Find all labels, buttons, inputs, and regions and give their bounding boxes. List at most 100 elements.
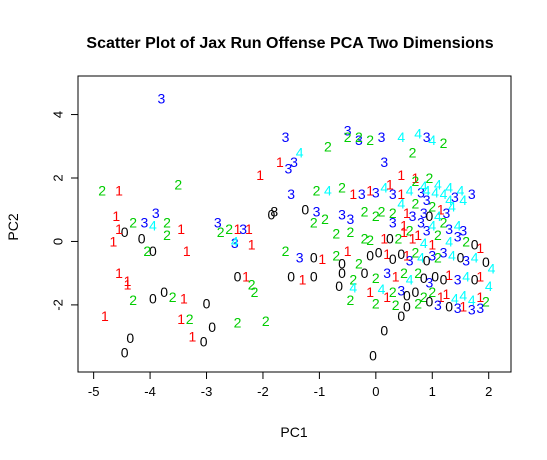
- data-point: 4: [414, 126, 422, 142]
- data-point: 1: [383, 289, 391, 305]
- data-point: 3: [344, 122, 352, 138]
- data-point: 3: [282, 129, 290, 145]
- x-tick-label: 0: [372, 384, 379, 399]
- data-point: 1: [400, 218, 408, 234]
- data-point: 4: [406, 183, 414, 199]
- data-point: 3: [423, 192, 431, 208]
- data-point: 1: [383, 246, 391, 262]
- data-point: 2: [282, 243, 290, 259]
- data-point: 2: [234, 314, 242, 330]
- data-point: 2: [428, 284, 436, 300]
- data-point: 2: [378, 203, 386, 219]
- data-point: 4: [459, 192, 467, 208]
- data-point: 4: [485, 278, 493, 294]
- data-point: 3: [406, 252, 414, 268]
- data-point: 0: [149, 243, 157, 259]
- data-point: 0: [208, 319, 216, 335]
- data-point: 3: [290, 154, 298, 170]
- data-point: 3: [141, 214, 149, 230]
- data-point: 2: [163, 214, 171, 230]
- data-point: 3: [378, 129, 386, 145]
- data-point: 4: [471, 249, 479, 265]
- data-point: 1: [124, 276, 132, 292]
- data-point: 0: [268, 206, 276, 222]
- data-point: 0: [310, 268, 318, 284]
- data-point: 2: [411, 245, 419, 261]
- data-point: 1: [400, 224, 408, 240]
- data-point: 1: [276, 154, 284, 170]
- data-point: 2: [366, 232, 374, 248]
- data-point: 0: [366, 248, 374, 264]
- data-point: 4: [397, 129, 405, 145]
- data-point: 2: [482, 294, 490, 310]
- data-point: 4: [451, 291, 459, 307]
- data-point: 1: [177, 311, 185, 327]
- data-point: 4: [431, 184, 439, 200]
- data-point: 3: [423, 129, 431, 145]
- data-point: 2: [361, 203, 369, 219]
- data-point: 0: [380, 322, 388, 338]
- data-point: 2: [389, 284, 397, 300]
- data-point: 1: [115, 183, 123, 199]
- data-point: 0: [121, 344, 129, 360]
- data-point: 4: [349, 279, 357, 295]
- data-point: 2: [248, 276, 256, 292]
- data-point: 3: [338, 206, 346, 222]
- data-point: 3: [442, 205, 450, 221]
- data-point: 2: [414, 295, 422, 311]
- data-point: 0: [160, 284, 168, 300]
- data-point: 3: [468, 186, 476, 202]
- data-point: 2: [174, 176, 182, 192]
- data-point: 2: [406, 222, 414, 238]
- data-point: 1: [403, 248, 411, 264]
- data-point: 3: [426, 275, 434, 291]
- data-point: 3: [287, 186, 295, 202]
- data-point: 0: [375, 245, 383, 261]
- data-point: 4: [448, 248, 456, 264]
- data-point: 4: [296, 145, 304, 161]
- data-point: 1: [183, 243, 191, 259]
- data-point: 1: [409, 230, 417, 246]
- data-point: 4: [406, 272, 414, 288]
- data-point: 0: [471, 272, 479, 288]
- data-point: 2: [428, 199, 436, 215]
- data-point: 4: [149, 218, 157, 234]
- data-point: 1: [397, 167, 405, 183]
- data-point: 1: [318, 251, 326, 267]
- data-point: 3: [451, 189, 459, 205]
- x-tick-label: -4: [144, 384, 156, 399]
- x-tick-label: -5: [88, 384, 100, 399]
- data-point: 2: [324, 138, 332, 154]
- x-axis-label: PC1: [280, 424, 307, 440]
- data-point: 4: [448, 199, 456, 215]
- data-point: 3: [417, 184, 425, 200]
- data-point: 1: [366, 183, 374, 199]
- data-point: 3: [445, 221, 453, 237]
- data-point: 3: [389, 214, 397, 230]
- data-point: 0: [440, 272, 448, 288]
- data-point: 3: [409, 208, 417, 224]
- data-point: 2: [349, 272, 357, 288]
- data-point: 3: [214, 214, 222, 230]
- data-point: 1: [459, 298, 467, 314]
- data-point: 2: [313, 183, 321, 199]
- data-point: 3: [417, 214, 425, 230]
- data-point: 2: [372, 270, 380, 286]
- y-axis-label: PC2: [5, 213, 21, 240]
- data-point: 0: [361, 265, 369, 281]
- data-point: 1: [124, 273, 132, 289]
- data-point: 1: [256, 167, 264, 183]
- x-axis: -5 -4 -3 -2 -1 0 1 2: [88, 371, 492, 399]
- data-point: 0: [301, 202, 309, 218]
- data-point: 3: [296, 249, 304, 265]
- data-point: 1: [445, 267, 453, 283]
- data-point: 4: [420, 178, 428, 194]
- data-point: 3: [372, 184, 380, 200]
- y-tick-label: 4: [51, 111, 66, 118]
- data-point: 2: [426, 170, 434, 186]
- data-point: 2: [355, 256, 363, 272]
- x-tick-label: -2: [257, 384, 269, 399]
- data-point: 2: [440, 135, 448, 151]
- data-point: 4: [488, 260, 496, 276]
